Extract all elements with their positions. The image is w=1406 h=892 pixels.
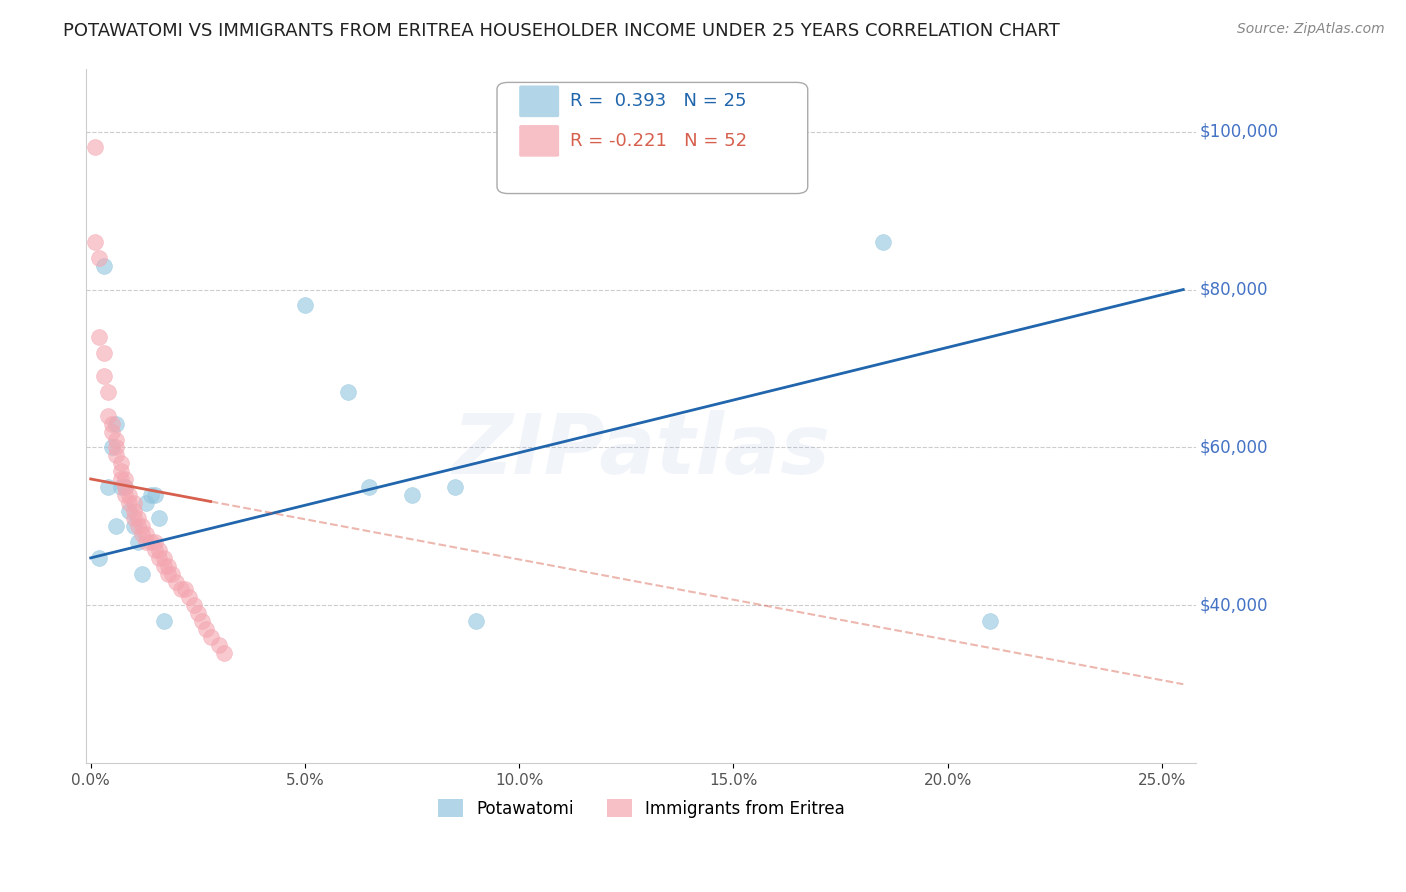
Point [122,503,145,517]
FancyBboxPatch shape [496,82,807,194]
Text: $80,000: $80,000 [1199,280,1268,299]
Point [122,511,145,525]
Point [200,630,222,644]
Text: Source: ZipAtlas.com: Source: ZipAtlas.com [1237,22,1385,37]
Point [89,330,111,344]
Point [122,519,145,533]
Point [131,566,153,581]
Point [131,519,153,533]
Point [110,472,132,486]
FancyBboxPatch shape [519,86,560,117]
Point [110,456,132,470]
Point [872,235,894,249]
Point [93,345,115,359]
Point [127,511,149,525]
Point [97,480,120,494]
Point [160,566,183,581]
Point [156,566,179,581]
Point [152,550,174,565]
Point [89,251,111,265]
Point [336,385,359,400]
Point [97,409,120,423]
Point [294,298,316,312]
Point [97,385,120,400]
Point [152,614,174,628]
Point [465,614,488,628]
Point [208,638,231,652]
Point [359,480,381,494]
Point [114,488,136,502]
Point [139,535,162,549]
Point [110,464,132,478]
Point [105,519,128,533]
Text: $40,000: $40,000 [1199,596,1268,615]
Text: $100,000: $100,000 [1199,123,1278,141]
Text: POTAWATOMI VS IMMIGRANTS FROM ERITREA HOUSEHOLDER INCOME UNDER 25 YEARS CORRELAT: POTAWATOMI VS IMMIGRANTS FROM ERITREA HO… [63,22,1060,40]
Point [152,558,174,573]
Point [127,535,149,549]
Point [84,235,107,249]
Point [191,614,214,628]
Point [183,599,205,613]
Point [122,496,145,510]
Point [127,519,149,533]
Point [105,433,128,447]
Point [135,527,157,541]
Point [114,480,136,494]
Point [212,646,235,660]
Point [148,550,170,565]
Point [156,558,179,573]
Point [169,582,191,597]
Point [93,259,115,273]
Text: $60,000: $60,000 [1199,438,1268,457]
Point [179,591,201,605]
Point [118,488,141,502]
Point [110,480,132,494]
Text: R = -0.221   N = 52: R = -0.221 N = 52 [571,132,748,150]
Text: R =  0.393   N = 25: R = 0.393 N = 25 [571,92,747,111]
Point [444,480,467,494]
Point [105,448,128,462]
Point [131,527,153,541]
Text: ZIPatlas: ZIPatlas [453,410,830,491]
Point [139,488,162,502]
Point [195,622,218,636]
Legend: Potawatomi, Immigrants from Eritrea: Potawatomi, Immigrants from Eritrea [432,793,852,824]
Point [174,582,197,597]
Point [135,535,157,549]
Point [143,535,166,549]
Point [118,503,141,517]
Point [105,441,128,455]
Point [118,496,141,510]
Point [143,543,166,558]
Point [148,543,170,558]
Point [979,614,1001,628]
Point [114,472,136,486]
FancyBboxPatch shape [519,125,560,157]
Point [165,574,187,589]
Point [89,550,111,565]
Point [148,511,170,525]
Point [84,140,107,154]
Point [114,480,136,494]
Point [101,417,124,431]
Point [401,488,423,502]
Point [135,496,157,510]
Point [101,441,124,455]
Point [101,425,124,439]
Point [143,488,166,502]
Point [105,417,128,431]
Point [187,606,209,620]
Point [93,369,115,384]
